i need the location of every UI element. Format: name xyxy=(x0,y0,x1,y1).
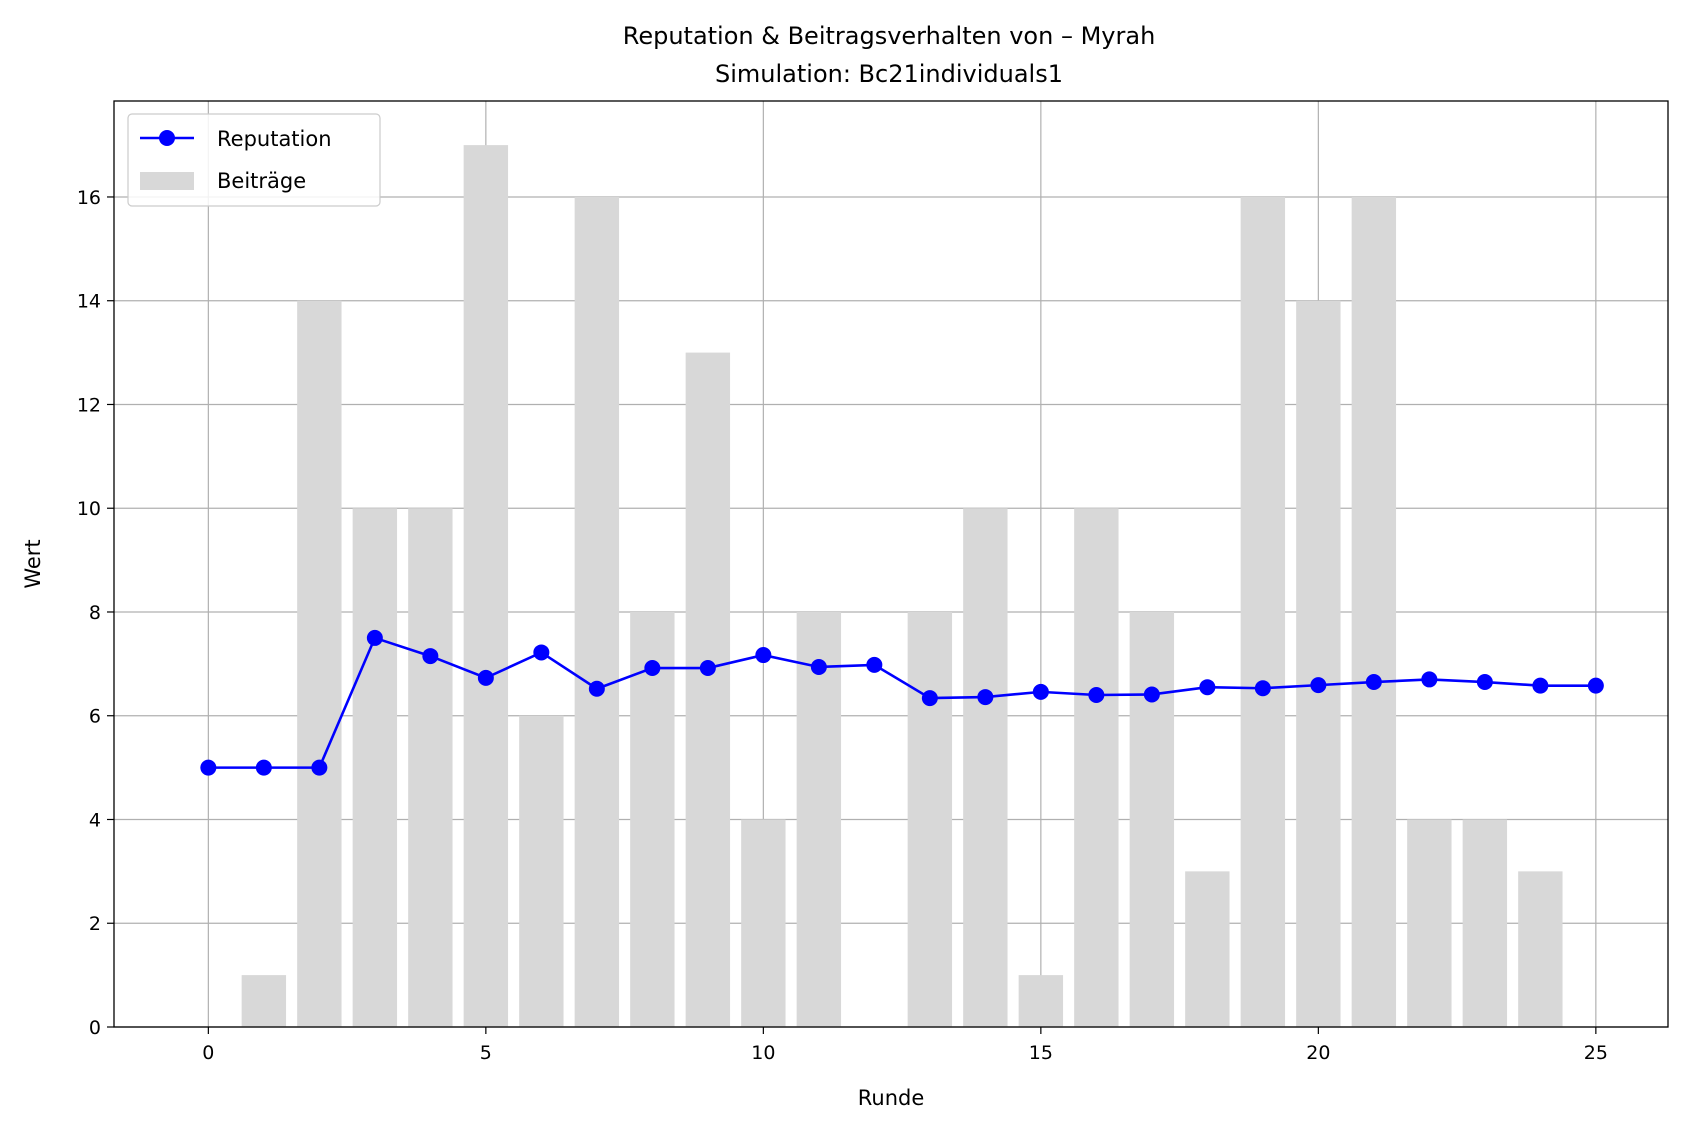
reputation-point xyxy=(477,669,494,686)
y-axis-label: Wert xyxy=(21,539,45,588)
y-tick-label: 12 xyxy=(77,394,101,416)
bar-beitraege xyxy=(1462,819,1508,1027)
reputation-point xyxy=(755,647,772,664)
x-axis-ticks: 0 5 10 15 20 25 xyxy=(202,1027,1608,1064)
reputation-point xyxy=(1032,683,1049,700)
bar-beitraege xyxy=(1129,611,1175,1027)
reputation-series xyxy=(200,629,1604,776)
y-tick-label: 6 xyxy=(89,706,101,728)
x-tick-label: 10 xyxy=(751,1042,775,1064)
bar-beitraege xyxy=(574,196,620,1027)
bar-beitraege xyxy=(630,611,675,1027)
x-tick-label: 25 xyxy=(1584,1042,1608,1064)
legend-reputation-marker-icon xyxy=(159,130,175,146)
x-axis-label: Runde xyxy=(858,1086,925,1110)
chart-subtitle: Simulation: Bc21individuals1 xyxy=(715,60,1063,88)
y-tick-label: 4 xyxy=(89,809,101,831)
y-tick-label: 0 xyxy=(89,1017,101,1039)
reputation-point xyxy=(311,759,328,776)
reputation-point xyxy=(255,759,272,776)
reputation-point xyxy=(921,690,938,707)
y-tick-label: 2 xyxy=(89,913,101,935)
reputation-point xyxy=(866,656,883,673)
y-tick-label: 16 xyxy=(77,187,101,209)
bar-beitraege xyxy=(241,975,287,1027)
bar-beitraege xyxy=(1296,300,1341,1028)
reputation-point xyxy=(1587,677,1604,694)
x-tick-label: 5 xyxy=(480,1042,492,1064)
bar-beitraege xyxy=(1240,196,1286,1027)
x-tick-label: 0 xyxy=(202,1042,214,1064)
reputation-point xyxy=(1254,680,1271,697)
legend-reputation-label: Reputation xyxy=(217,127,332,151)
bar-beitraege xyxy=(1185,871,1230,1027)
bars-beitraege xyxy=(241,145,1563,1028)
y-tick-label: 10 xyxy=(77,498,101,520)
reputation-point xyxy=(810,658,827,675)
bar-beitraege xyxy=(1407,819,1452,1027)
bar-beitraege xyxy=(963,508,1008,1027)
reputation-line xyxy=(208,636,1596,769)
reputation-point xyxy=(644,660,661,677)
bar-beitraege xyxy=(352,508,398,1027)
bar-beitraege xyxy=(1074,508,1119,1027)
bar-beitraege xyxy=(297,300,342,1028)
bar-beitraege xyxy=(741,819,786,1027)
x-tick-label: 20 xyxy=(1306,1042,1330,1064)
reputation-point xyxy=(366,629,383,646)
reputation-point xyxy=(1310,677,1327,694)
reputation-point xyxy=(1143,686,1160,703)
plot-frame xyxy=(113,100,1669,1028)
legend-beitraege-label: Beiträge xyxy=(217,169,306,193)
bar-beitraege xyxy=(685,352,731,1027)
bar-beitraege xyxy=(463,145,509,1028)
reputation-point xyxy=(422,648,439,665)
legend: Reputation Beiträge xyxy=(127,113,381,207)
legend-beitraege-swatch-icon xyxy=(140,172,194,190)
bar-beitraege xyxy=(796,611,842,1027)
reputation-point xyxy=(1199,679,1216,696)
bar-beitraege xyxy=(1018,975,1064,1027)
reputation-point xyxy=(533,644,550,661)
reputation-point xyxy=(1365,674,1382,691)
bar-beitraege xyxy=(1518,871,1563,1027)
reputation-point xyxy=(200,759,217,776)
bar-beitraege xyxy=(907,611,953,1027)
reputation-point xyxy=(1088,686,1105,703)
reputation-point xyxy=(699,660,716,677)
reputation-point xyxy=(588,680,605,697)
reputation-point xyxy=(1476,674,1493,691)
reputation-point xyxy=(977,689,994,706)
reputation-point xyxy=(1421,671,1438,688)
bar-beitraege xyxy=(408,508,453,1027)
chart-title: Reputation & Beitragsverhalten von – Myr… xyxy=(623,22,1156,50)
x-tick-label: 15 xyxy=(1029,1042,1053,1064)
y-tick-label: 8 xyxy=(89,602,101,624)
bar-beitraege xyxy=(1351,196,1397,1027)
y-axis-ticks: 0 2 4 6 8 10 12 14 16 xyxy=(77,187,114,1039)
reputation-point xyxy=(1532,677,1549,694)
y-tick-label: 14 xyxy=(77,291,101,313)
bar-beitraege xyxy=(519,715,564,1027)
